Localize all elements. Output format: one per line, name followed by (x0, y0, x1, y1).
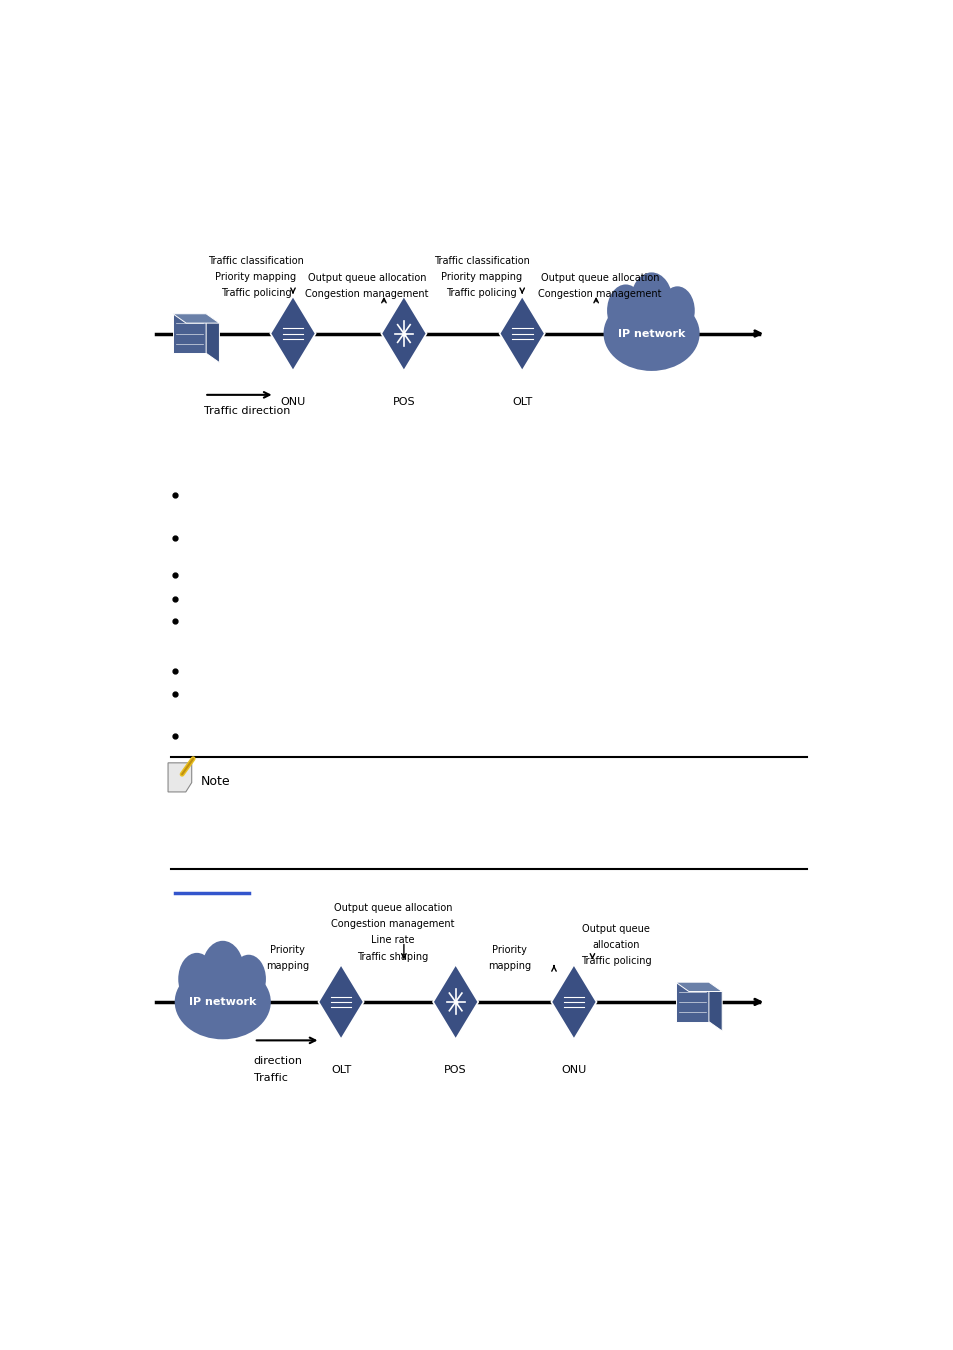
Circle shape (606, 285, 643, 338)
Text: Output queue allocation: Output queue allocation (334, 903, 452, 913)
Polygon shape (675, 983, 721, 991)
Text: POS: POS (444, 1065, 466, 1076)
Polygon shape (708, 983, 721, 1031)
Circle shape (630, 273, 672, 332)
Polygon shape (206, 313, 219, 363)
Text: POS: POS (393, 397, 415, 406)
Polygon shape (270, 296, 315, 371)
Text: Traffic: Traffic (253, 1073, 288, 1083)
Text: Priority mapping: Priority mapping (215, 271, 296, 282)
Text: OLT: OLT (331, 1065, 351, 1076)
Polygon shape (499, 296, 544, 371)
Text: Priority: Priority (270, 945, 305, 954)
Text: Traffic policing: Traffic policing (220, 288, 291, 298)
Text: OLT: OLT (512, 397, 532, 406)
Text: Traffic policing: Traffic policing (446, 288, 517, 298)
Circle shape (201, 941, 244, 1000)
Text: Line rate: Line rate (371, 936, 415, 945)
Text: Priority mapping: Priority mapping (440, 271, 521, 282)
Text: mapping: mapping (488, 961, 531, 971)
Text: Traffic policing: Traffic policing (580, 956, 651, 967)
Polygon shape (168, 763, 192, 792)
Text: Output queue: Output queue (581, 923, 649, 934)
Circle shape (191, 1002, 213, 1034)
Ellipse shape (174, 964, 271, 1040)
Text: Output queue allocation: Output queue allocation (540, 273, 659, 284)
Circle shape (660, 333, 683, 364)
Text: mapping: mapping (266, 961, 309, 971)
Text: Traffic shaping: Traffic shaping (356, 952, 428, 961)
Polygon shape (172, 313, 219, 323)
Polygon shape (381, 296, 426, 371)
Ellipse shape (603, 296, 699, 371)
Text: allocation: allocation (592, 940, 639, 950)
Circle shape (659, 286, 694, 335)
Text: Output queue allocation: Output queue allocation (308, 273, 426, 284)
Text: direction: direction (253, 1056, 302, 1066)
Text: Priority: Priority (492, 945, 526, 954)
Text: IP network: IP network (618, 328, 684, 339)
Polygon shape (172, 313, 206, 354)
Polygon shape (318, 964, 363, 1040)
Text: ONU: ONU (560, 1065, 586, 1076)
Text: Traffic classification: Traffic classification (434, 255, 529, 266)
Text: ONU: ONU (280, 397, 305, 406)
Circle shape (231, 954, 266, 1003)
Polygon shape (433, 964, 477, 1040)
Circle shape (232, 1002, 254, 1034)
Text: Congestion management: Congestion management (537, 289, 660, 300)
Circle shape (618, 333, 641, 364)
Circle shape (178, 953, 215, 1006)
Text: Traffic direction: Traffic direction (204, 406, 291, 416)
Text: Congestion management: Congestion management (305, 289, 428, 300)
Text: IP network: IP network (189, 996, 256, 1007)
Polygon shape (675, 983, 708, 1022)
Polygon shape (551, 964, 596, 1040)
Text: Congestion management: Congestion management (331, 919, 454, 929)
Text: Traffic classification: Traffic classification (208, 255, 304, 266)
Text: Note: Note (200, 775, 230, 788)
